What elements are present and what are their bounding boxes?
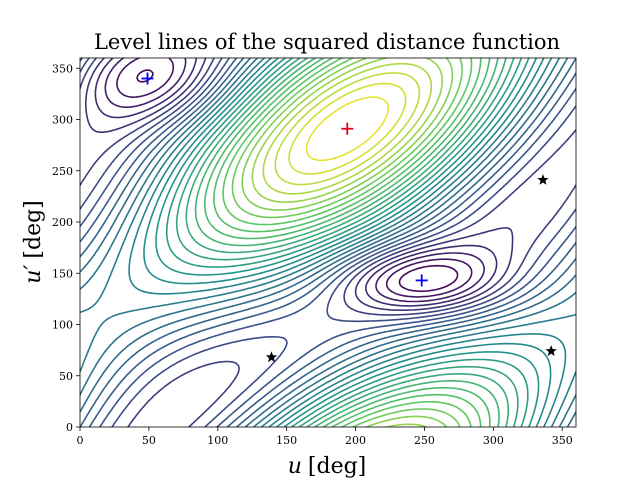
contour-level — [274, 72, 421, 186]
contour-level — [80, 58, 576, 427]
y-axis-unit: [deg] — [21, 200, 46, 258]
x-tick-label: 300 — [483, 434, 504, 447]
saddle-star-marker — [537, 174, 549, 185]
contour-level — [80, 58, 576, 427]
y-tick-label: 50 — [59, 370, 73, 383]
chart-title: Level lines of the squared distance func… — [94, 30, 560, 54]
contour-level — [165, 58, 529, 427]
contour-level — [194, 58, 500, 427]
contour-level — [262, 62, 433, 195]
maximum-marker — [341, 122, 354, 135]
contour-level — [80, 58, 576, 427]
x-tick-label: 100 — [207, 434, 228, 447]
contour-level — [175, 58, 519, 427]
contour-level — [288, 82, 407, 175]
contour-level — [128, 58, 567, 427]
minimum-marker — [415, 274, 428, 287]
x-tick-label: 0 — [77, 434, 84, 447]
y-tick-label: 150 — [52, 267, 73, 280]
plot-frame — [79, 57, 577, 428]
y-tick-label: 250 — [52, 165, 73, 178]
y-tick-label: 100 — [52, 319, 73, 332]
x-tick-label: 200 — [345, 434, 366, 447]
contour-level — [116, 58, 473, 298]
x-axis-label: u [deg] — [288, 454, 367, 479]
contour-level — [104, 58, 485, 303]
contour-level — [305, 96, 389, 162]
contour-level — [213, 58, 482, 427]
y-axis-label: u′ [deg] — [21, 200, 46, 284]
contour-level — [143, 58, 552, 427]
minimum-marker — [141, 72, 154, 85]
contour-level — [80, 58, 576, 427]
contour-level — [94, 58, 498, 307]
y-axis-ticks: 0 50 100 150 200 250 300 350 — [52, 62, 80, 434]
y-tick-label: 350 — [52, 62, 73, 75]
y-tick-label: 200 — [52, 216, 73, 229]
x-tick-label: 50 — [142, 434, 156, 447]
contour-level — [222, 58, 473, 427]
critical-point-markers — [141, 72, 557, 363]
x-axis-variable: u — [288, 454, 302, 479]
x-tick-label: 250 — [414, 434, 435, 447]
saddle-star-marker — [265, 351, 278, 363]
y-tick-label: 0 — [66, 421, 73, 434]
contour-level — [80, 58, 576, 427]
y-axis-variable: u′ — [21, 265, 46, 284]
y-tick-label: 300 — [52, 114, 73, 127]
contour-level — [80, 58, 576, 427]
x-axis-ticks: 0 50 100 150 200 250 300 350 — [77, 427, 573, 447]
contour-level — [85, 58, 514, 311]
saddle-star-marker — [545, 345, 557, 356]
x-tick-label: 350 — [552, 434, 573, 447]
x-axis-unit: [deg] — [308, 454, 366, 479]
x-tick-label: 150 — [276, 434, 297, 447]
